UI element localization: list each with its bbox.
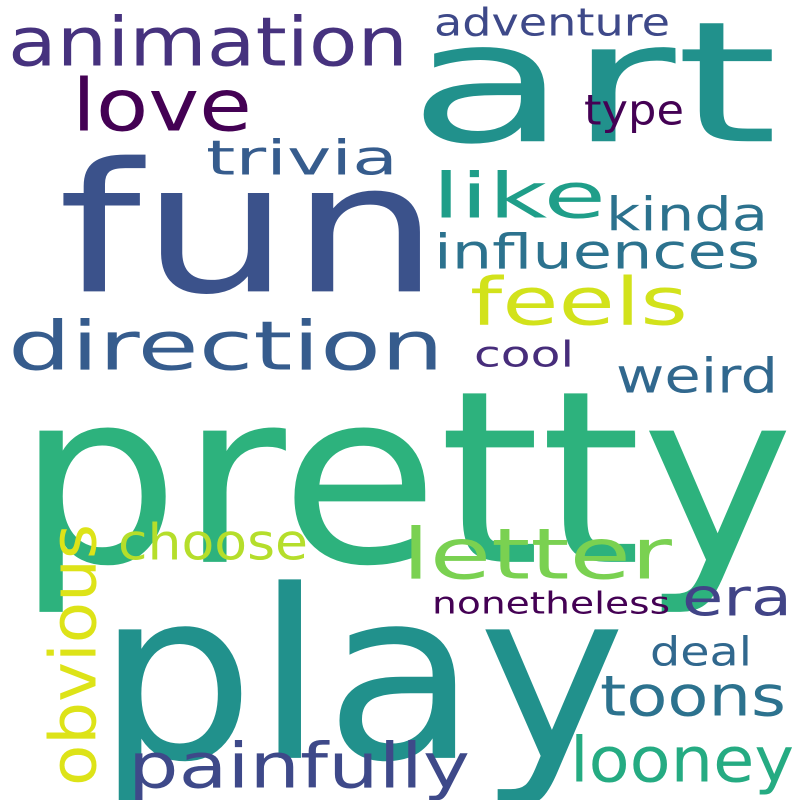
word-love: love	[72, 63, 252, 148]
word-fun: fun	[58, 124, 440, 335]
word-like: like	[432, 161, 606, 233]
word-toons: toons	[600, 663, 786, 729]
word-animation: animation	[8, 2, 408, 82]
word-looney: looney	[570, 725, 794, 797]
word-choose: choose	[118, 514, 308, 572]
word-type: type	[584, 86, 684, 135]
word-direction: direction	[8, 306, 444, 386]
word-letter: letter	[402, 514, 672, 596]
word-trivia: trivia	[206, 130, 398, 186]
word-cool: cool	[474, 333, 574, 375]
word-kinda: kinda	[606, 188, 768, 242]
word-obvious: obvious	[36, 524, 111, 786]
word-painfully: painfully	[128, 731, 470, 800]
word-adventure: adventure	[434, 1, 670, 45]
word-art: art	[408, 0, 778, 182]
word-play: play	[96, 540, 626, 800]
word-nonetheless: nonetheless	[432, 585, 670, 621]
word-weird: weird	[616, 348, 778, 404]
word-deal: deal	[650, 628, 752, 675]
word-feels: feels	[470, 264, 688, 341]
word-pretty: pretty	[16, 340, 794, 620]
word-influences: influences	[434, 224, 760, 280]
word-era: era	[682, 567, 792, 628]
